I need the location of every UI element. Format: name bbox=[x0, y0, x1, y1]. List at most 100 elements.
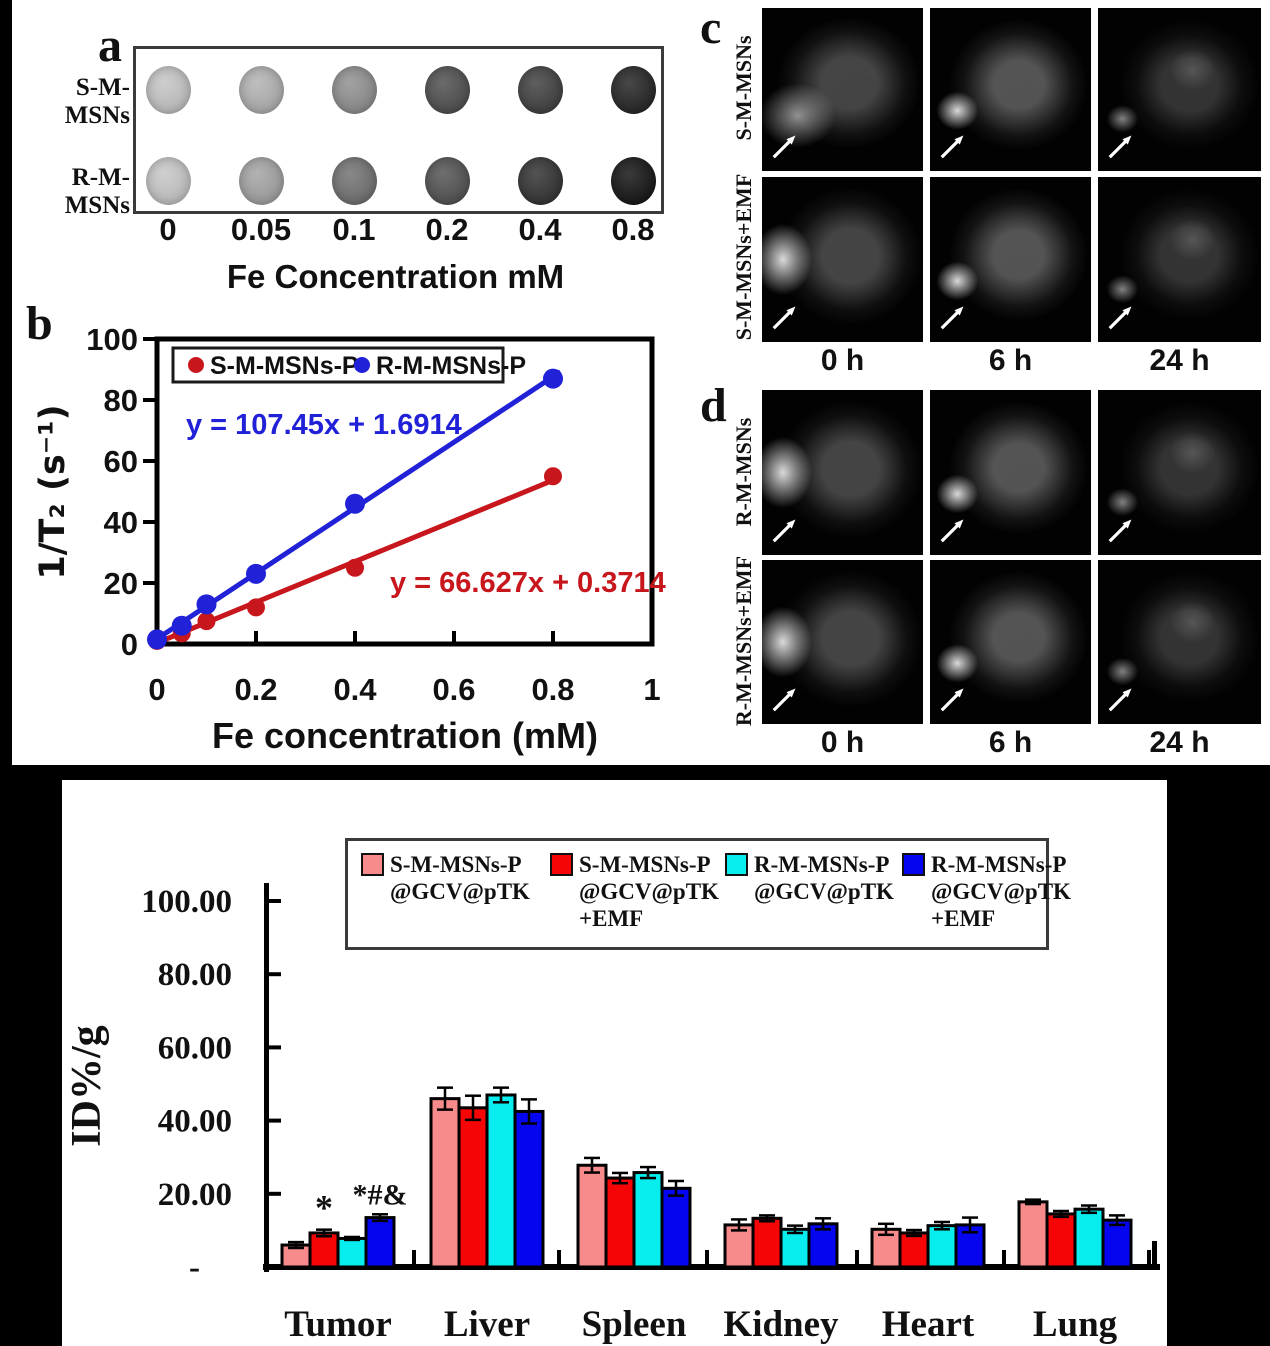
panel-b-letter: b bbox=[26, 297, 53, 350]
legend-item: R-M-MSNs-P @GCV@pTK +EMF bbox=[902, 851, 1071, 932]
panel-d-letter: d bbox=[700, 379, 727, 432]
bar bbox=[807, 1222, 839, 1269]
mri-image bbox=[1098, 560, 1261, 724]
legend-swatch bbox=[361, 853, 384, 876]
y-tick-label: 100 bbox=[86, 322, 138, 357]
mri-image bbox=[1098, 390, 1261, 555]
y-tick-label: 40.00 bbox=[158, 1104, 232, 1140]
tumor-arrow-icon bbox=[772, 519, 796, 543]
mri-image bbox=[1098, 8, 1261, 171]
panel-d-row-label: R-M-MSNs+EMF bbox=[731, 555, 756, 727]
legend-label: R-M-MSNs-P bbox=[376, 352, 526, 380]
y-tick-label: 80 bbox=[104, 383, 138, 418]
x-axis-line bbox=[263, 1264, 1160, 1270]
concentration-tick-label: 0.8 bbox=[611, 212, 655, 247]
bar bbox=[513, 1109, 545, 1269]
panel-a-letter: a bbox=[98, 19, 122, 72]
legend-item: R-M-MSNs-P @GCV@pTK bbox=[725, 851, 894, 905]
x-tick-label: 0.4 bbox=[333, 672, 377, 707]
legend-label: S-M-MSNs-P @GCV@pTK bbox=[390, 852, 530, 904]
x-tick-label: 0.8 bbox=[531, 672, 574, 707]
panel-d-row-label: R-M-MSNs bbox=[731, 417, 756, 527]
x-tick-label: 1 bbox=[643, 672, 660, 707]
bar bbox=[1073, 1207, 1105, 1269]
mri-image bbox=[930, 177, 1091, 342]
tumor-arrow-icon bbox=[1108, 306, 1132, 330]
concentration-tick-label: 0.2 bbox=[425, 212, 469, 247]
concentration-tick-label: 0.05 bbox=[230, 212, 292, 247]
blot-dot bbox=[331, 66, 377, 114]
legend-item: S-M-MSNs-P @GCV@pTK +EMF bbox=[550, 851, 719, 932]
panel-d-mri-grid bbox=[762, 390, 1261, 724]
fit-equation-blue: y = 107.45x + 1.6914 bbox=[186, 409, 462, 441]
category-label: Kidney bbox=[723, 1304, 839, 1345]
panel-c-mri-grid bbox=[762, 8, 1261, 342]
legend-swatch bbox=[550, 853, 573, 876]
tumor-arrow-icon bbox=[772, 135, 796, 159]
y-tick-label: - bbox=[189, 1250, 200, 1286]
biodistribution-legend: S-M-MSNs-P @GCV@pTK S-M-MSNs-P @GCV@pTK +EMF… bbox=[345, 838, 1071, 950]
data-point bbox=[544, 467, 562, 486]
mri-image bbox=[930, 390, 1091, 555]
mri-image bbox=[930, 560, 1091, 724]
tumor-arrow-icon bbox=[940, 519, 964, 543]
time-label: 0 h bbox=[820, 726, 865, 759]
blot-dot bbox=[145, 157, 191, 205]
blot-dot bbox=[424, 66, 470, 114]
legend-label: S-M-MSNs-P bbox=[210, 352, 359, 380]
data-point bbox=[346, 558, 364, 577]
bar bbox=[336, 1236, 368, 1269]
blot-dot bbox=[424, 157, 470, 205]
bar bbox=[604, 1176, 636, 1269]
concentration-tick-label: 0.1 bbox=[332, 212, 376, 247]
data-point bbox=[196, 594, 217, 615]
blot-dot bbox=[517, 157, 563, 205]
concentration-tick-label: 0 bbox=[159, 212, 177, 247]
blot-dot bbox=[610, 66, 656, 114]
bar bbox=[632, 1171, 664, 1269]
axis-end-tick bbox=[1152, 1241, 1157, 1265]
blot-dot bbox=[238, 66, 284, 114]
time-label: 0 h bbox=[820, 344, 865, 377]
tumor-arrow-icon bbox=[940, 688, 964, 712]
bar bbox=[485, 1093, 517, 1269]
panel-c-time-labels: 0 h 6 h 24 h bbox=[762, 344, 1261, 378]
x-axis-title: Fe concentration (mM) bbox=[212, 715, 598, 756]
legend-item: S-M-MSNs-P @GCV@pTK bbox=[361, 851, 530, 905]
y-tick-label: 0 bbox=[121, 627, 138, 662]
y-tick-label: 20 bbox=[104, 566, 138, 601]
panel-c-letter: c bbox=[700, 1, 722, 54]
time-label: 6 h bbox=[988, 344, 1033, 377]
category-separator-tick bbox=[412, 1250, 416, 1264]
bar bbox=[1045, 1212, 1077, 1269]
panel-c-row-label: S-M-MSNs+EMF bbox=[731, 173, 756, 341]
mri-image bbox=[762, 560, 923, 724]
bar bbox=[660, 1186, 692, 1269]
blot-dot bbox=[610, 157, 656, 205]
bar bbox=[308, 1231, 340, 1269]
bar bbox=[364, 1216, 396, 1269]
mri-image bbox=[762, 177, 923, 342]
y-axis-title: ID%/g bbox=[64, 1025, 110, 1146]
tumor-arrow-icon bbox=[1108, 519, 1132, 543]
tumor-arrow-icon bbox=[772, 306, 796, 330]
y-tick-label: 60 bbox=[104, 444, 138, 479]
data-point bbox=[246, 563, 266, 584]
data-point bbox=[247, 598, 265, 617]
y-tick-label: 20.00 bbox=[158, 1177, 232, 1213]
dot-blot-row-label: R-M-MSNs bbox=[64, 164, 130, 219]
bar bbox=[1101, 1218, 1133, 1269]
blot-dot bbox=[238, 157, 284, 205]
category-label: Tumor bbox=[284, 1304, 392, 1345]
relaxivity-chart: 0 20 40 60 80 100 0 0.2 0.4 0.6 0.8 1 Fe concentrati… bbox=[33, 322, 666, 756]
y-axis-line bbox=[264, 883, 269, 1272]
concentration-tick-label: 0.4 bbox=[518, 212, 562, 247]
mri-image bbox=[930, 8, 1091, 171]
legend-box bbox=[171, 346, 505, 384]
data-point bbox=[543, 368, 563, 389]
panel-d-time-labels: 0 h 6 h 24 h bbox=[762, 726, 1261, 760]
bar bbox=[576, 1163, 608, 1269]
x-tick-label: 0 bbox=[148, 672, 165, 707]
category-separator-tick bbox=[855, 1250, 859, 1264]
